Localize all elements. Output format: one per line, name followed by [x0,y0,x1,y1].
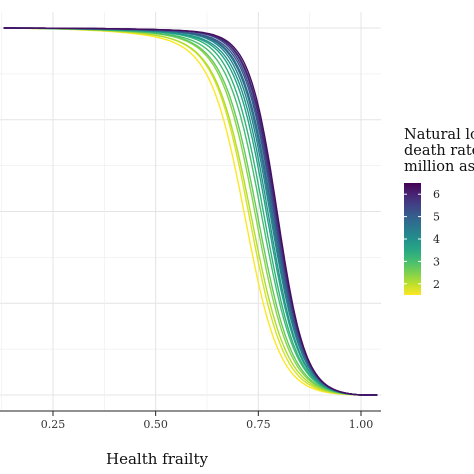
colorbar [404,183,421,295]
series-line [3,27,378,396]
colorbar-label: 2 [433,278,440,291]
legend-title-line-3: million as [404,159,474,175]
legend: Natural lo death rate million as 6 5 4 3 2 [404,127,474,295]
colorbar-label: 3 [433,255,440,268]
legend-title-line-2: death rate [404,143,474,159]
series-lines [3,27,378,396]
x-axis: 0.25 0.50 0.75 1.00 [41,411,374,431]
x-tick-label: 0.25 [41,418,66,431]
grid [0,12,381,411]
x-tick-label: 1.00 [349,418,374,431]
x-tick-label: 0.50 [143,418,168,431]
x-tick-label: 0.75 [246,418,271,431]
colorbar-label: 5 [433,211,440,224]
colorbar-label: 4 [433,233,440,246]
colorbar-ticks: 6 5 4 3 2 [404,188,440,291]
legend-title-line-1: Natural lo [404,127,474,143]
colorbar-label: 6 [433,188,440,201]
x-axis-title: Health frailty [106,450,208,468]
